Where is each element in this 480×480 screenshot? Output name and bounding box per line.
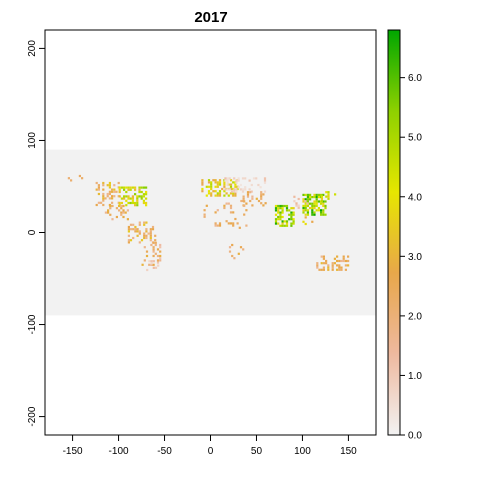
raster-background	[45, 149, 376, 316]
color-legend: 0.0 1.0 2.0 3.0 4.0 5.0 6.0	[387, 29, 422, 442]
x-tick-label: -50	[157, 446, 172, 457]
y-axis: -200 -100 0 100 200	[27, 40, 46, 427]
legend-tick-label: 1.0	[408, 371, 422, 382]
y-tick-label: 0	[27, 229, 38, 235]
y-tick-label: 200	[27, 40, 38, 57]
legend-colorbar	[388, 30, 400, 435]
legend-tick-label: 2.0	[408, 311, 422, 322]
x-axis: -150 -100 -50 0 50 100 150	[63, 434, 357, 457]
x-tick-label: 0	[208, 446, 214, 457]
x-tick-label: 100	[294, 446, 311, 457]
land-cells	[67, 174, 350, 272]
legend-tick-label: 5.0	[408, 133, 422, 144]
x-tick-label: 50	[251, 446, 263, 457]
plot-title: 2017	[194, 9, 227, 26]
y-tick-label: 100	[27, 132, 38, 149]
map-panel	[44, 29, 377, 436]
x-tick-label: 150	[340, 446, 357, 457]
x-tick-label: -100	[109, 446, 129, 457]
y-tick-label: -100	[27, 314, 38, 334]
legend-tick-label: 4.0	[408, 192, 422, 203]
legend-tick-label: 6.0	[408, 73, 422, 84]
legend-tick-label: 0.0	[408, 431, 422, 442]
y-tick-label: -200	[27, 406, 38, 426]
x-tick-label: -150	[63, 446, 83, 457]
legend-tick-label: 3.0	[408, 252, 422, 263]
